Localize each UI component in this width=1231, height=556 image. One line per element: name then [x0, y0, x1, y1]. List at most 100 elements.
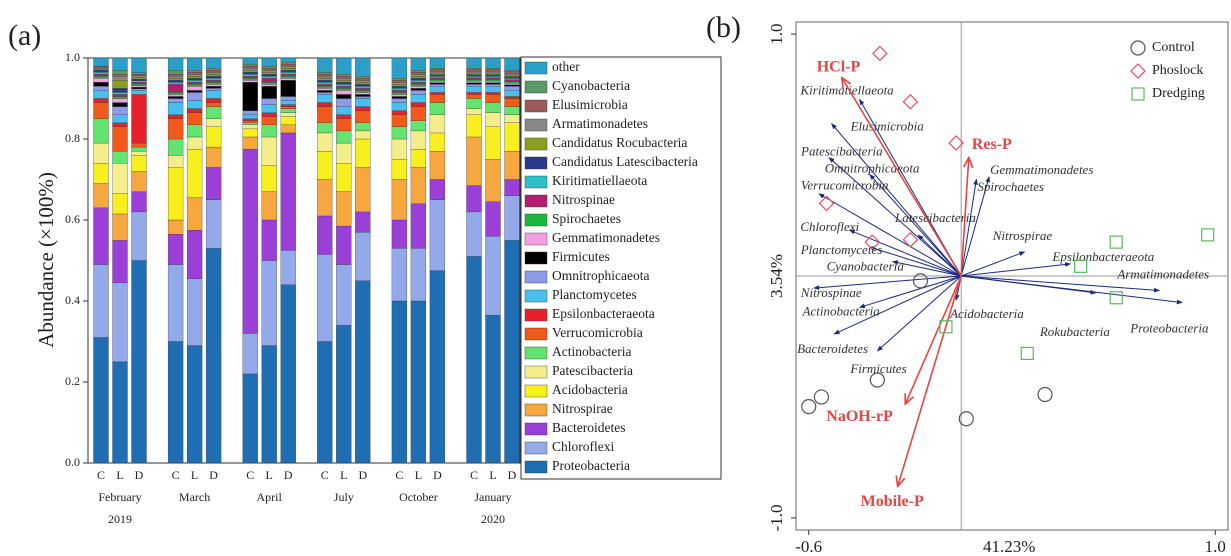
bar-segment: [242, 76, 258, 79]
bar-segment: [429, 150, 446, 180]
panel-label: (a): [8, 19, 41, 52]
bar-segment: [280, 124, 296, 134]
bar-segment: [167, 82, 184, 85]
bar-segment: [167, 138, 184, 156]
bar-segment: [317, 254, 333, 342]
bar-segment: [410, 120, 427, 132]
species-arrow: [891, 260, 962, 277]
bar-segment: [131, 155, 147, 172]
bar-segment: [429, 79, 446, 82]
bar-segment: [280, 78, 296, 81]
bar-segment: [391, 78, 408, 81]
bar-segment: [167, 118, 184, 140]
env-arrow: [960, 157, 969, 277]
species-arrow: [876, 275, 962, 352]
bar-segment: [429, 82, 446, 85]
bar-segment: [429, 86, 446, 93]
bar-segment: [429, 80, 446, 83]
x-tick-label: C: [470, 468, 478, 482]
bar-segment: [504, 122, 520, 152]
species-arrow: [833, 275, 962, 335]
sample-point: [958, 411, 974, 427]
bar-segment: [131, 80, 147, 83]
bar-segment: [261, 165, 277, 192]
species-label: Latescibacteria: [894, 210, 976, 225]
species-label: Rokubacteria: [1039, 324, 1111, 339]
x-tick-label: L: [191, 468, 198, 482]
bar-segment: [355, 130, 371, 140]
bar-segment: [391, 94, 408, 97]
bar-segment: [242, 114, 258, 119]
bar-segment: [410, 106, 427, 121]
bar-segment: [205, 57, 222, 69]
bar-segment: [429, 71, 446, 74]
bar-segment: [131, 260, 147, 464]
bar-segment: [466, 94, 482, 99]
bar-segment: [485, 79, 501, 82]
bar-segment: [280, 65, 296, 69]
species-arrow: [818, 193, 962, 277]
bar-segment: [280, 108, 296, 113]
bar-segment: [261, 86, 277, 99]
bar-segment: [93, 183, 109, 209]
bar-segment: [261, 84, 277, 87]
sample-point: [1074, 259, 1088, 273]
group-label: January: [474, 490, 511, 504]
legend-label: Firmicutes: [552, 249, 610, 264]
bar-segment: [93, 142, 109, 164]
bar-segment: [261, 67, 277, 71]
bar-segment: [167, 80, 184, 83]
bar-segment: [93, 72, 109, 75]
bar-segment: [93, 66, 109, 69]
bar-segment: [336, 76, 352, 79]
bar-segment: [485, 236, 501, 316]
bar-segment: [261, 74, 277, 77]
legend-swatch: [524, 175, 548, 189]
legend-label: Epsilonbacteraeota: [552, 306, 655, 321]
bar-segment: [317, 78, 333, 81]
bar-segment: [131, 85, 147, 88]
bar-segment: [336, 163, 352, 192]
bar-segment: [485, 112, 501, 128]
bar-segment: [429, 72, 446, 75]
bar-segment: [167, 155, 184, 168]
bar-segment: [391, 57, 408, 79]
bar-segment: [466, 82, 482, 85]
bar-segment: [242, 65, 258, 69]
species-arrow: [960, 178, 978, 277]
bar-segment: [242, 128, 258, 138]
bar-segment: [355, 76, 371, 79]
bar-segment: [336, 82, 352, 85]
sample-point: [801, 399, 817, 415]
bar-segment: [466, 74, 482, 77]
bar-segment: [242, 74, 258, 77]
bar-segment: [186, 100, 203, 109]
bar-segment: [167, 74, 184, 77]
bar-segment: [112, 106, 128, 115]
bar-segment: [336, 84, 352, 87]
bar-segment: [112, 88, 128, 93]
bar-segment: [429, 270, 446, 464]
bar-segment: [280, 250, 296, 285]
bar-segment: [131, 75, 147, 78]
bar-segment: [410, 300, 427, 464]
bar-segment: [317, 82, 333, 85]
species-label: Nitrospinae: [800, 285, 862, 300]
bar-segment: [410, 74, 427, 77]
x-tick-label: L: [266, 468, 273, 482]
bar-segment: [261, 191, 277, 221]
sample-point: [902, 231, 919, 248]
bar-segment: [205, 167, 222, 200]
bar-segment: [336, 114, 352, 119]
y-tick-label: -1.0: [767, 504, 786, 531]
bar-segment: [355, 110, 371, 123]
x-tick-label: D: [508, 468, 517, 482]
bar-segment: [112, 240, 128, 283]
bar-segment: [466, 136, 482, 186]
bar-segment: [205, 70, 222, 73]
y-tick-label: 1.0: [65, 50, 80, 64]
bar-segment: [205, 86, 222, 89]
bar-segment: [336, 90, 352, 95]
bar-segment: [261, 76, 277, 79]
bar-segment: [391, 114, 408, 127]
